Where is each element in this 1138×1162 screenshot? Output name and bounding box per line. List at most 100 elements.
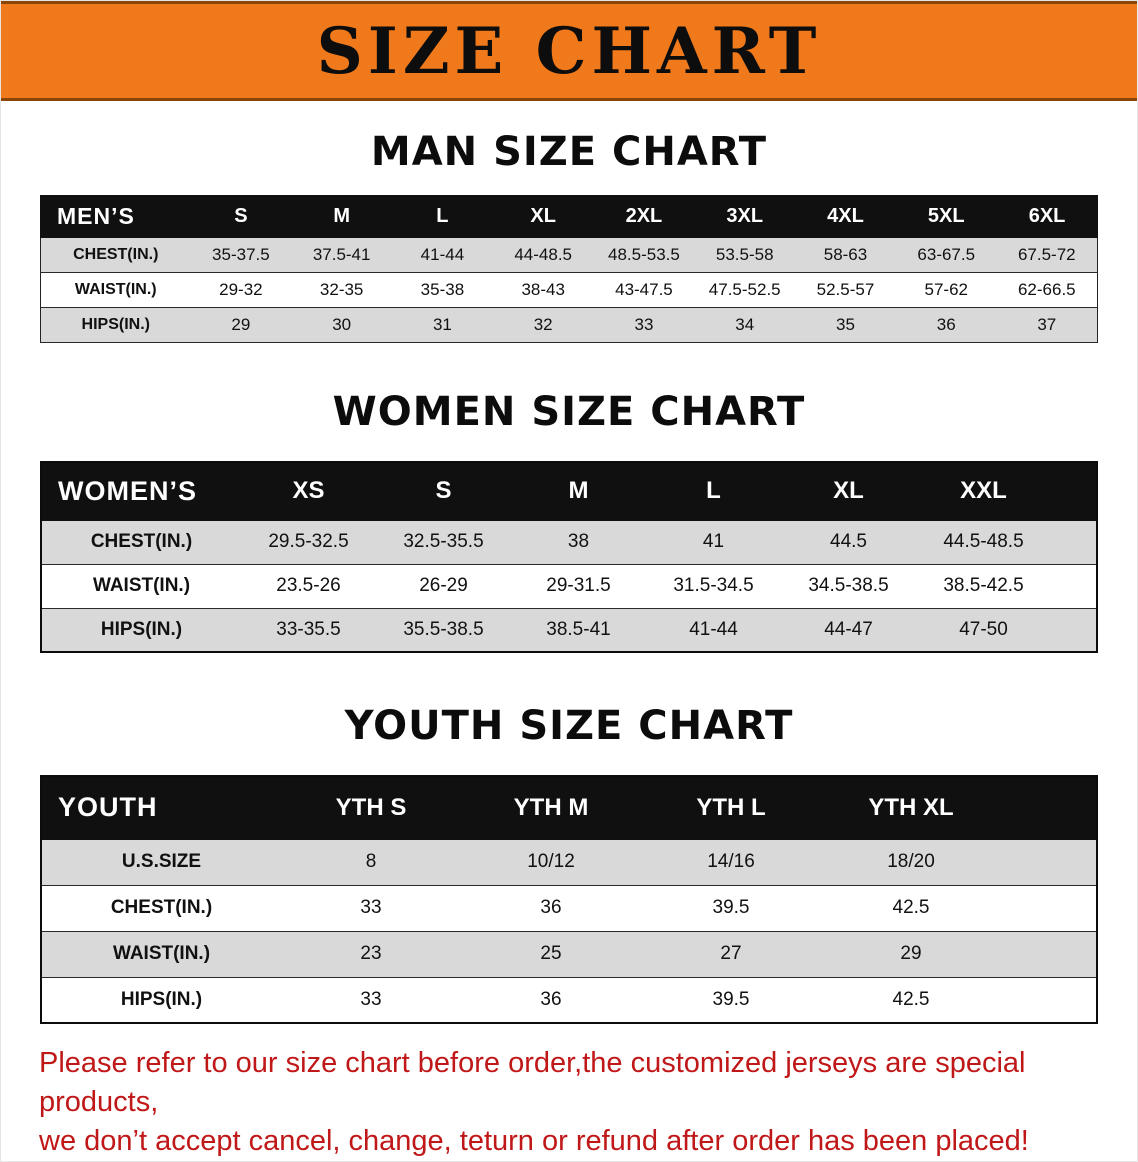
spacer-cell: [1001, 838, 1097, 886]
cell: 29-32: [190, 272, 292, 308]
cell: 33: [281, 976, 461, 1024]
women-hips-row: HIPS(IN.) 33-35.5 35.5-38.5 38.5-41 41-4…: [41, 607, 1097, 653]
men-section: MAN SIZE CHART MEN’S S M L XL 2XL 3XL 4X…: [1, 129, 1137, 343]
spacer-cell: [1001, 930, 1097, 978]
column-header: M: [290, 195, 393, 238]
women-header-row: WOMEN’S XS S M L XL XXL: [40, 461, 1098, 521]
youth-section: YOUTH SIZE CHART YOUTH YTH S YTH M YTH L…: [1, 703, 1137, 1024]
cell: 35-38: [392, 272, 493, 308]
cell: 32: [492, 307, 594, 343]
cell: 31.5-34.5: [646, 563, 781, 609]
men-size-table: MEN’S S M L XL 2XL 3XL 4XL 5XL 6XL CHEST…: [40, 195, 1098, 343]
column-header: 2XL: [593, 195, 695, 238]
cell: 35.5-38.5: [376, 607, 511, 653]
cell: 44-47: [781, 607, 916, 653]
youth-ussize-row: U.S.SIZE 8 10/12 14/16 18/20: [41, 838, 1097, 886]
row-label: U.S.SIZE: [41, 838, 281, 886]
cell: 47.5-52.5: [694, 272, 796, 308]
cell: 62-66.5: [996, 272, 1098, 308]
youth-header-row: YOUTH YTH S YTH M YTH L YTH XL: [40, 775, 1098, 840]
column-header: XXL: [915, 461, 1052, 521]
cell: 58-63: [795, 237, 896, 273]
note-line-2: we don’t accept cancel, change, teturn o…: [39, 1125, 1029, 1158]
cell: 36: [461, 884, 641, 932]
cell: 57-62: [895, 272, 997, 308]
spacer-cell: [1001, 976, 1097, 1024]
column-header: L: [391, 195, 494, 238]
cell: 43-47.5: [593, 272, 695, 308]
row-label: HIPS(IN.): [41, 976, 281, 1024]
row-label: WAIST(IN.): [41, 930, 281, 978]
cell: 14/16: [641, 838, 821, 886]
column-header: YTH M: [460, 775, 642, 840]
row-label: WAIST(IN.): [41, 563, 241, 609]
spacer-cell: [1051, 519, 1097, 565]
cell: 30: [291, 307, 393, 343]
women-waist-row: WAIST(IN.) 23.5-26 26-29 29-31.5 31.5-34…: [41, 563, 1097, 609]
men-section-heading: MAN SIZE CHART: [370, 129, 768, 175]
men-table-title: MEN’S: [40, 195, 191, 238]
youth-hips-row: HIPS(IN.) 33 36 39.5 42.5: [41, 976, 1097, 1024]
women-chest-row: CHEST(IN.) 29.5-32.5 32.5-35.5 38 41 44.…: [41, 519, 1097, 565]
youth-chest-row: CHEST(IN.) 33 36 39.5 42.5: [41, 884, 1097, 932]
spacer-cell: [1050, 461, 1098, 521]
cell: 44.5: [781, 519, 916, 565]
row-label: WAIST(IN.): [40, 272, 191, 308]
youth-size-table: YOUTH YTH S YTH M YTH L YTH XL U.S.SIZE …: [40, 775, 1098, 1024]
cell: 67.5-72: [996, 237, 1098, 273]
cell: 42.5: [821, 976, 1001, 1024]
women-table-title: WOMEN’S: [40, 461, 242, 521]
cell: 23: [281, 930, 461, 978]
men-header-row: MEN’S S M L XL 2XL 3XL 4XL 5XL 6XL: [40, 195, 1098, 238]
column-header: L: [645, 461, 782, 521]
youth-table-title: YOUTH: [40, 775, 282, 840]
cell: 36: [895, 307, 997, 343]
spacer-cell: [1051, 607, 1097, 653]
row-label: HIPS(IN.): [40, 307, 191, 343]
cell: 32-35: [291, 272, 393, 308]
banner: SIZE CHART: [1, 1, 1137, 101]
column-header: YTH XL: [820, 775, 1002, 840]
cell: 37: [996, 307, 1098, 343]
cell: 34: [694, 307, 796, 343]
cell: 37.5-41: [291, 237, 393, 273]
cell: 35: [795, 307, 896, 343]
cell: 8: [281, 838, 461, 886]
cell: 53.5-58: [694, 237, 796, 273]
row-label: CHEST(IN.): [41, 884, 281, 932]
cell: 52.5-57: [795, 272, 896, 308]
cell: 25: [461, 930, 641, 978]
men-waist-row: WAIST(IN.) 29-32 32-35 35-38 38-43 43-47…: [40, 272, 1098, 308]
cell: 29-31.5: [511, 563, 646, 609]
cell: 44-48.5: [492, 237, 594, 273]
cell: 38: [511, 519, 646, 565]
cell: 29.5-32.5: [241, 519, 376, 565]
spacer-cell: [1051, 563, 1097, 609]
youth-section-heading: YOUTH SIZE CHART: [344, 703, 794, 749]
cell: 31: [392, 307, 493, 343]
cell: 38.5-42.5: [916, 563, 1051, 609]
column-header: YTH L: [640, 775, 822, 840]
column-header: XS: [240, 461, 377, 521]
column-header: 6XL: [996, 195, 1098, 238]
cell: 63-67.5: [895, 237, 997, 273]
men-hips-row: HIPS(IN.) 29 30 31 32 33 34 35 36 37: [40, 307, 1098, 343]
women-section: WOMEN SIZE CHART WOMEN’S XS S M L XL XXL…: [1, 389, 1137, 653]
cell: 41: [646, 519, 781, 565]
cell: 33: [281, 884, 461, 932]
cell: 36: [461, 976, 641, 1024]
cell: 26-29: [376, 563, 511, 609]
cell: 10/12: [461, 838, 641, 886]
cell: 39.5: [641, 976, 821, 1024]
cell: 32.5-35.5: [376, 519, 511, 565]
cell: 18/20: [821, 838, 1001, 886]
column-header: M: [510, 461, 647, 521]
men-chest-row: CHEST(IN.) 35-37.5 37.5-41 41-44 44-48.5…: [40, 237, 1098, 273]
cell: 38-43: [492, 272, 594, 308]
cell: 33: [593, 307, 695, 343]
column-header: 3XL: [693, 195, 796, 238]
cell: 27: [641, 930, 821, 978]
cell: 29: [190, 307, 292, 343]
cell: 23.5-26: [241, 563, 376, 609]
column-header: S: [190, 195, 292, 238]
